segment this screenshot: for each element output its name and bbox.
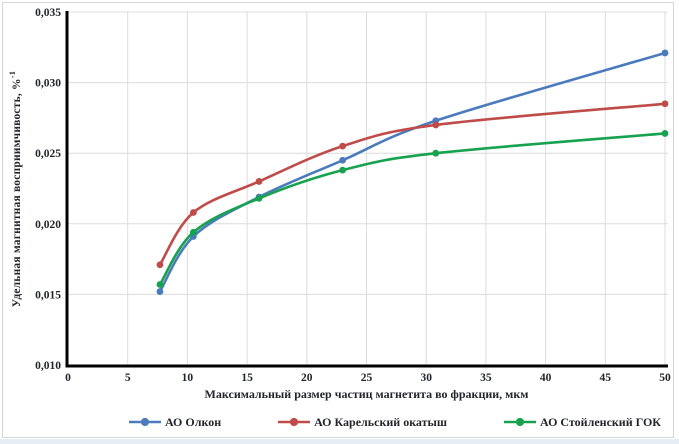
svg-text:0,020: 0,020 (35, 219, 61, 231)
y-axis-title-text: Удельная магнитная восприимчивость, % (10, 78, 23, 308)
svg-text:15: 15 (241, 372, 253, 384)
x-axis-title: Максимальный размер частиц магнетита во … (204, 387, 529, 401)
svg-text:50: 50 (659, 372, 671, 384)
legend-item: АО Стойленский ГОК (503, 415, 661, 430)
svg-text:45: 45 (600, 372, 612, 384)
svg-text:0,010: 0,010 (35, 360, 61, 372)
legend-item: АО Олкон (128, 415, 221, 430)
legend-label: АО Стойленский ГОК (540, 414, 662, 429)
svg-text:20: 20 (301, 372, 313, 384)
svg-text:0,035: 0,035 (35, 7, 61, 19)
legend-marker (278, 417, 311, 427)
svg-text:30: 30 (420, 372, 432, 384)
svg-text:40: 40 (540, 372, 552, 384)
svg-text:5: 5 (125, 372, 131, 384)
svg-text:0,030: 0,030 (35, 78, 61, 90)
legend-label: АО Карельский окатыш (314, 414, 448, 429)
bottom-strip (0, 439, 679, 444)
y-axis-title-superscript: -1 (7, 70, 18, 79)
legend-item: АО Карельский окатыш (277, 415, 447, 430)
svg-text:35: 35 (480, 372, 492, 384)
svg-text:10: 10 (182, 372, 194, 384)
legend-marker (128, 417, 161, 427)
svg-text:0: 0 (65, 372, 71, 384)
legend-label: АО Олкон (164, 414, 222, 429)
y-axis-title: Удельная магнитная восприимчивость, %-1 (7, 71, 23, 307)
svg-text:0,025: 0,025 (35, 148, 61, 160)
legend-marker (504, 417, 537, 427)
svg-text:0,015: 0,015 (35, 289, 61, 301)
legend: АО Олкон АО Карельский окатыш АО Стойлен… (96, 412, 679, 432)
svg-text:25: 25 (361, 372, 373, 384)
